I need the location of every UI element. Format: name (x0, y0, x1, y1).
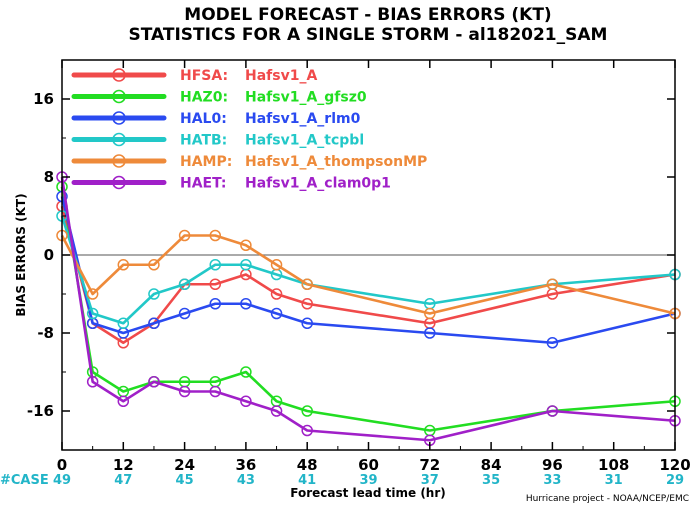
series-point-2-3 (148, 317, 160, 329)
legend-name-2: Hafsv1_A_rlm0 (245, 111, 361, 127)
series-point-2-8 (301, 317, 313, 329)
series-point-1-8 (301, 405, 313, 417)
y-tick-label-4: 16 (33, 90, 54, 108)
series-point-2-4 (178, 307, 191, 320)
legend-name-4: Hafsv1_A_thompsonMP (245, 154, 427, 170)
x-tick-label-9: 108 (598, 456, 629, 474)
x-tick-label-7: 84 (481, 456, 502, 474)
y-tick-label-2: 0 (44, 246, 54, 264)
series-point-2-6 (240, 298, 252, 310)
case-count-8: 33 (543, 473, 561, 488)
legend-name-1: Hafsv1_A_gfsz0 (245, 90, 367, 106)
series-point-3-6 (240, 259, 252, 271)
series-point-5-8 (301, 424, 313, 437)
series-point-3-3 (148, 288, 160, 300)
series-point-5-7 (270, 405, 283, 417)
case-count-2: 45 (176, 473, 194, 488)
series-line-4 (60, 234, 676, 315)
legend-name-0: Hafsv1_A (245, 68, 317, 84)
case-count-0: 49 (53, 473, 71, 488)
legend-marker-0 (112, 68, 126, 82)
x-axis-label: Forecast lead time (hr) (290, 486, 446, 500)
series-point-1-6 (240, 366, 252, 378)
series-point-3-2 (117, 317, 130, 329)
series-point-3-1 (86, 307, 99, 320)
legend-code-3: HATB: (180, 133, 227, 149)
legend-code-4: HAMP: (180, 154, 232, 170)
x-tick-label-4: 48 (297, 456, 318, 474)
series-point-4-6 (240, 239, 252, 251)
y-tick-label-1: -8 (37, 324, 54, 342)
legend-code-5: HAET: (180, 176, 227, 192)
case-count-10: 29 (666, 473, 684, 488)
series-point-5-1 (86, 376, 99, 388)
x-tick-label-5: 60 (358, 456, 379, 474)
legend-code-0: HFSA: (180, 68, 228, 84)
legend-marker-1 (112, 89, 126, 104)
x-tick-label-1: 12 (113, 456, 134, 474)
series-point-2-7 (270, 307, 283, 320)
x-tick-label-0: 0 (57, 456, 67, 474)
case-count-3: 43 (237, 473, 255, 488)
series-point-4-3 (148, 259, 160, 271)
series-point-5-3 (148, 376, 160, 388)
series-point-4-8 (301, 278, 313, 290)
legend-marker-4 (112, 154, 126, 168)
case-count-7: 35 (482, 473, 500, 488)
y-axis-label: BIAS ERRORS (KT) (14, 193, 28, 316)
y-tick-label-0: -16 (27, 402, 54, 420)
series-point-2-9 (424, 327, 436, 339)
x-tick-label-8: 96 (542, 456, 563, 474)
case-label: #CASE (0, 473, 49, 488)
series-point-4-9 (424, 307, 436, 320)
chart-title: MODEL FORECAST - BIAS ERRORS (KT) (184, 5, 551, 25)
series-point-5-6 (240, 395, 252, 407)
case-count-1: 47 (114, 473, 132, 488)
credit-text: Hurricane project - NOAA/NCEP/EMC (526, 494, 689, 504)
series-line-0 (60, 205, 676, 345)
x-tick-label-10: 120 (659, 456, 690, 474)
series-point-4-4 (178, 229, 191, 242)
case-count-5: 39 (359, 473, 377, 488)
x-tick-label-6: 72 (419, 456, 440, 474)
legend-name-3: Hafsv1_A_tcpbl (245, 133, 364, 149)
x-tick-label-3: 36 (235, 456, 256, 474)
series-point-5-2 (117, 395, 130, 407)
legend-code-2: HAL0: (180, 111, 227, 127)
series-point-5-4 (178, 385, 191, 398)
plot-area: -16 -8 0 8 16 0 12 24 36 48 60 72 84 96 108 120 HFSA: Haf… (27, 59, 691, 474)
series-point-4-10 (546, 278, 559, 290)
series-point-5-10 (546, 405, 559, 417)
series-point-3-4 (178, 278, 191, 290)
series-line-5 (60, 176, 676, 442)
series-point-4-7 (270, 259, 283, 271)
legend-marker-5 (112, 175, 126, 190)
x-tick-label-2: 24 (174, 456, 195, 474)
series-point-3-5 (209, 259, 221, 271)
series-point-0-8 (301, 298, 313, 310)
legend-marker-2 (112, 111, 126, 125)
case-count-9: 31 (605, 473, 623, 488)
legend-marker-3 (112, 132, 126, 147)
case-count-6: 37 (421, 473, 439, 488)
series-point-0-5 (209, 278, 221, 290)
legend-name-5: Hafsv1_A_clam0p1 (245, 176, 391, 192)
series-point-4-2 (117, 259, 130, 271)
case-count-4: 41 (298, 473, 316, 488)
series-point-4-1 (86, 288, 99, 300)
series-line-1 (60, 186, 676, 432)
series-point-2-5 (209, 298, 221, 310)
chart-subtitle: STATISTICS FOR A SINGLE STORM - al182021… (129, 25, 608, 45)
series-point-4-5 (209, 229, 221, 242)
y-tick-label-3: 8 (44, 168, 54, 186)
series-point-2-10 (546, 337, 559, 349)
legend-code-1: HAZ0: (180, 90, 228, 106)
series-point-5-5 (209, 385, 221, 398)
series-point-0-7 (270, 288, 283, 300)
